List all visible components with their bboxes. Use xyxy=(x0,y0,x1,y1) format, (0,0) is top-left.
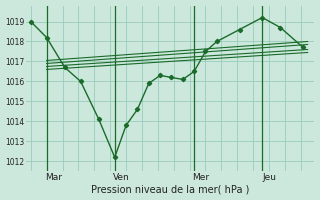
X-axis label: Pression niveau de la mer( hPa ): Pression niveau de la mer( hPa ) xyxy=(91,184,250,194)
